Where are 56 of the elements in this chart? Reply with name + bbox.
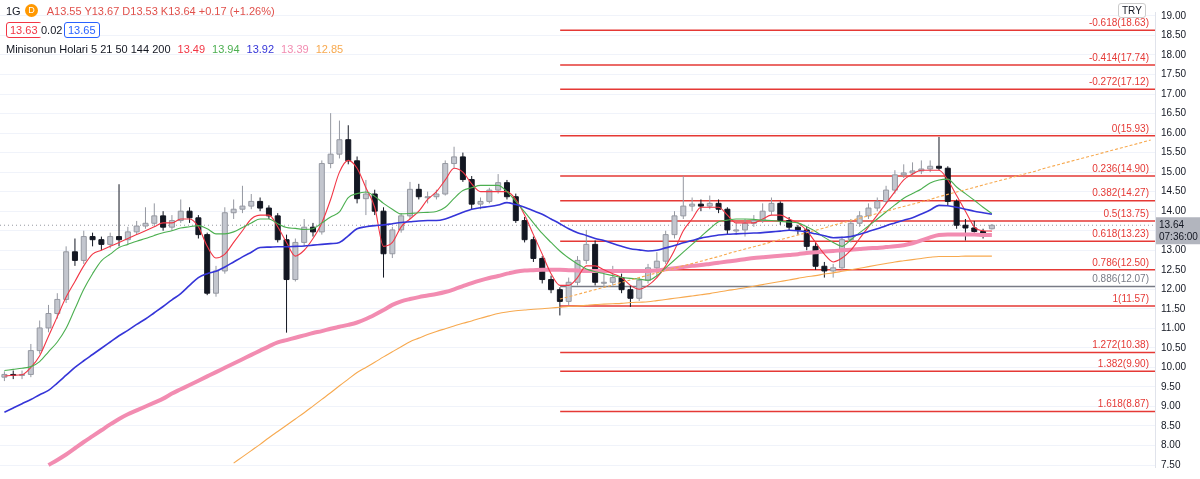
chart-subtitle: A13.55 Y13.67 D13.53 K13.64 +0.17 (+1.26%) xyxy=(46,5,275,17)
ref-line-label: 0.786(12.50) xyxy=(1092,256,1149,268)
ref-line-label: 13.64 xyxy=(1159,218,1185,230)
candlestick xyxy=(213,265,220,298)
ref-line-label: 0.886(12.07) xyxy=(1092,273,1149,285)
y-tick-label: 13.00 xyxy=(1161,243,1187,255)
y-tick-label: 15.50 xyxy=(1161,146,1187,158)
line-series xyxy=(233,255,993,464)
ref-line-label: 0.5(13.75) xyxy=(1103,207,1149,219)
y-tick-label: 16.50 xyxy=(1161,107,1187,119)
y-tick-label: 10.50 xyxy=(1161,341,1187,353)
ref-line-label: -0.414(17.74) xyxy=(1088,51,1149,63)
annotation: 13.65 xyxy=(64,22,100,38)
y-tick-label: 19.00 xyxy=(1161,9,1187,21)
ref-line-label: 0.236(14.90) xyxy=(1092,162,1149,174)
y-tick-label: 17.50 xyxy=(1161,68,1187,80)
text: 13.49 xyxy=(177,43,206,55)
line-series xyxy=(46,232,994,467)
y-tick-label: 7.50 xyxy=(1161,458,1181,470)
ref-line-label: 1.272(10.38) xyxy=(1092,339,1149,351)
y-tick-label: 8.50 xyxy=(1161,419,1181,431)
annotation: Minisonun Holari 5 21 50 144 200 xyxy=(6,43,171,55)
text: 07:36:00 xyxy=(1159,230,1199,242)
y-tick-label: 18.50 xyxy=(1161,29,1187,41)
ref-line-label: -0.618(18.63) xyxy=(1088,17,1149,29)
ref-line-label: -0.272(17.12) xyxy=(1088,76,1149,88)
text: 12.85 xyxy=(315,43,344,55)
line-series xyxy=(3,201,993,414)
ref-line-label: 0.618(13.23) xyxy=(1092,228,1149,240)
text: 13.92 xyxy=(246,43,275,55)
text: 13.39 xyxy=(281,43,309,55)
ref-line-label: 0.382(14.27) xyxy=(1092,187,1149,199)
y-tick-label: 11.50 xyxy=(1161,302,1186,314)
ref-line-label: 1.618(8.87) xyxy=(1097,398,1149,410)
annotation: TRY xyxy=(1118,3,1146,18)
y-tick-label: 14.50 xyxy=(1161,185,1187,197)
annotation: 0.02 xyxy=(38,23,66,37)
y-tick-label: 10.00 xyxy=(1161,361,1187,373)
y-tick-label: 17.00 xyxy=(1161,87,1187,99)
y-tick-label: 16.00 xyxy=(1161,126,1187,138)
y-tick-label: 18.00 xyxy=(1161,48,1187,60)
chart-title: 1G xyxy=(6,5,21,17)
ref-line-label: 1(11.57) xyxy=(1112,292,1149,304)
y-tick-label: 12.00 xyxy=(1161,283,1187,295)
ref-line-label: 0(15.93) xyxy=(1111,122,1149,134)
y-tick-label: 8.00 xyxy=(1161,439,1181,451)
y-tick-label: 9.50 xyxy=(1161,380,1181,392)
ref-line-label: 1.382(9.90) xyxy=(1097,358,1149,370)
y-tick-label: 12.50 xyxy=(1161,263,1187,275)
text: 13.94 xyxy=(212,43,240,55)
y-tick-label: 9.00 xyxy=(1161,400,1181,412)
y-tick-label: 14.00 xyxy=(1161,204,1187,216)
y-tick-label: 15.00 xyxy=(1161,165,1187,177)
annotation: D xyxy=(25,4,38,17)
annotation: 13.63 xyxy=(6,22,42,38)
y-tick-label: 11.00 xyxy=(1161,322,1186,334)
